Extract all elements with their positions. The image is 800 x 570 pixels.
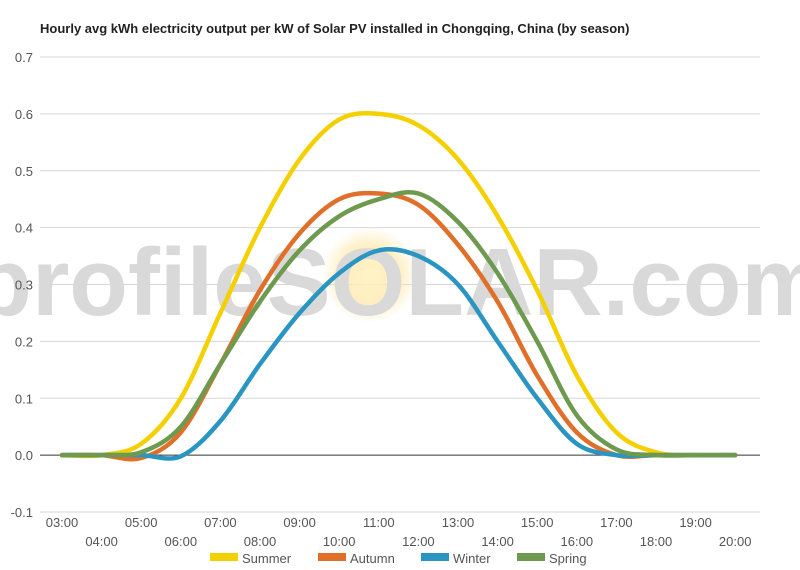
x-tick-label: 04:00 — [85, 534, 118, 549]
legend-label-autumn: Autumn — [350, 551, 395, 566]
legend-swatch-spring — [517, 553, 545, 561]
x-tick-label: 20:00 — [719, 534, 752, 549]
y-tick-label: 0.6 — [15, 107, 33, 122]
series-line-summer — [59, 111, 738, 459]
x-tick-label: 07:00 — [204, 515, 237, 530]
legend-label-summer: Summer — [242, 551, 292, 566]
watermark: profileSOLAR.com — [0, 227, 800, 336]
x-tick-label: 11:00 — [363, 515, 395, 530]
series-lines — [59, 111, 738, 462]
y-axis-ticks: -0.1 0.0 0.1 0.2 0.3 0.4 0.5 0.6 0.7 — [11, 50, 33, 520]
x-tick-label: 08:00 — [244, 534, 277, 549]
x-tick-label: 09:00 — [283, 515, 316, 530]
chart-title: Hourly avg kWh electricity output per kW… — [40, 21, 629, 36]
legend-swatch-autumn — [318, 553, 346, 561]
x-tick-label: 15:00 — [521, 515, 554, 530]
x-tick-label: 12:00 — [402, 534, 435, 549]
x-tick-label: 06:00 — [165, 534, 198, 549]
watermark-text: profileSOLAR.com — [0, 229, 800, 336]
y-tick-label: 0.1 — [15, 391, 33, 406]
x-tick-label: 13:00 — [442, 515, 475, 530]
legend-label-spring: Spring — [549, 551, 587, 566]
series-line-winter — [59, 247, 738, 461]
y-tick-label: 0.0 — [15, 448, 33, 463]
y-tick-label: 0.3 — [15, 278, 33, 293]
x-tick-label: 16:00 — [561, 534, 594, 549]
x-tick-label: 14:00 — [481, 534, 514, 549]
x-axis-ticks: 03:00 04:00 05:00 06:00 07:00 08:00 09:00 10:00… — [46, 515, 752, 549]
legend: Summer Autumn Winter Spring — [210, 551, 587, 566]
y-tick-label: 0.5 — [15, 164, 33, 179]
x-tick-label: 19:00 — [679, 515, 712, 530]
legend-swatch-winter — [421, 553, 449, 561]
series-line-spring — [59, 190, 738, 458]
legend-label-winter: Winter — [453, 551, 491, 566]
legend-swatch-summer — [210, 553, 238, 561]
x-tick-label: 18:00 — [640, 534, 673, 549]
x-tick-label: 05:00 — [125, 515, 158, 530]
x-tick-label: 17:00 — [600, 515, 633, 530]
y-tick-label: 0.2 — [15, 334, 33, 349]
x-tick-label: 10:00 — [323, 534, 356, 549]
y-tick-label: -0.1 — [11, 505, 33, 520]
y-tick-label: 0.7 — [15, 50, 33, 65]
y-tick-label: 0.4 — [15, 221, 33, 236]
x-tick-label: 03:00 — [46, 515, 79, 530]
